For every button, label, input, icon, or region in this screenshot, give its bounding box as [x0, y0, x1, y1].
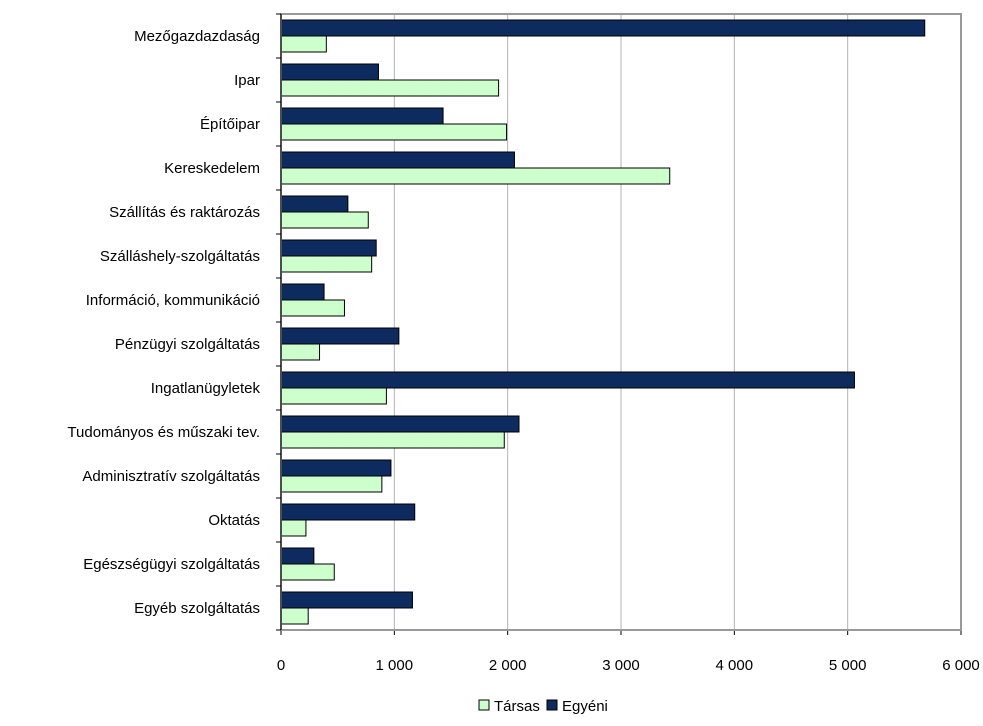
bar-egyeni [280, 547, 315, 565]
legend-swatch-tarsas [478, 699, 490, 711]
category-label: Szálláshely-szolgáltatás [100, 248, 260, 265]
category-label: Ipar [234, 72, 260, 89]
category-label: Építőipar [200, 116, 260, 133]
x-tick-label: 3 000 [602, 657, 640, 674]
bar-tarsas [280, 387, 387, 405]
category-label: Oktatás [208, 512, 260, 529]
bar-tarsas [280, 431, 505, 449]
labels-layer: 0 1 000 2 000 3 000 4 000 5 000 6 000 Mezőgazda… [67, 28, 979, 674]
bar-egyeni [280, 107, 444, 125]
bar-egyeni [280, 415, 520, 433]
axis-layer [276, 13, 962, 635]
category-label: Pénzügyi szolgáltatás [115, 336, 260, 353]
category-label: Adminisztratív szolgáltatás [82, 468, 260, 485]
category-label: Egyéb szolgáltatás [134, 600, 260, 617]
bar-egyeni [280, 371, 855, 389]
bar-egyeni [280, 503, 416, 521]
legend-label-egyeni: Egyéni [562, 698, 608, 715]
bars-layer [280, 19, 926, 625]
bar-tarsas [280, 255, 373, 273]
bar-egyeni [280, 283, 325, 301]
bar-tarsas [280, 519, 307, 537]
bar-egyeni [280, 63, 379, 81]
bar-egyeni [280, 459, 392, 477]
x-tick-label: 6 000 [942, 657, 980, 674]
bar-egyeni [280, 239, 377, 257]
category-label: Mezőgazdazdaság [134, 28, 260, 45]
x-tick-label: 1 000 [376, 657, 414, 674]
bar-tarsas [280, 563, 335, 581]
category-label: Szállítás és raktározás [109, 204, 260, 221]
category-label: Információ, kommunikáció [86, 292, 260, 309]
bar-tarsas [280, 475, 383, 493]
bar-tarsas [280, 211, 369, 229]
category-label: Ingatlanügyletek [151, 380, 261, 397]
category-label: Egészségügyi szolgáltatás [83, 556, 260, 573]
x-tick-label: 5 000 [829, 657, 867, 674]
bar-egyeni [280, 327, 400, 345]
x-tick-label: 0 [277, 657, 285, 674]
bar-tarsas [280, 167, 671, 185]
category-label: Tudományos és műszaki tev. [67, 424, 260, 441]
legend-label-tarsas: Társas [494, 698, 540, 715]
bar-egyeni [280, 591, 413, 609]
bar-tarsas [280, 299, 345, 317]
legend: Társas Egyéni [478, 698, 608, 715]
bar-tarsas [280, 607, 309, 625]
bar-tarsas [280, 343, 321, 361]
bar-tarsas [280, 79, 500, 97]
category-label: Kereskedelem [164, 160, 260, 177]
grid-layer [393, 14, 962, 630]
x-tick-label: 4 000 [716, 657, 754, 674]
bar-egyeni [280, 151, 515, 169]
legend-swatch-egyeni [546, 699, 558, 711]
x-tick-label: 2 000 [489, 657, 527, 674]
bar-tarsas [280, 123, 508, 141]
bar-egyeni [280, 195, 349, 213]
bar-egyeni [280, 19, 926, 37]
bar-tarsas [280, 35, 327, 53]
